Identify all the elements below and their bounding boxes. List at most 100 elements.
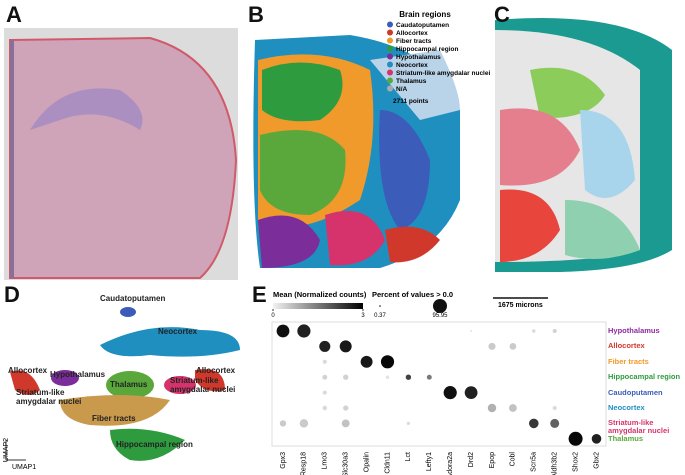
umap-label: Hippocampal region — [116, 440, 193, 449]
na-area — [370, 50, 460, 120]
dot — [470, 329, 473, 333]
gene-label: Cobl — [510, 452, 517, 467]
legend-label: Hippocampal region — [396, 46, 459, 53]
dot — [487, 403, 497, 413]
gene-label: Cldn11 — [384, 452, 391, 474]
dot — [322, 359, 327, 364]
dot — [529, 418, 539, 429]
panel-label: B — [248, 2, 264, 27]
legend-label: N/A — [396, 86, 408, 93]
legend-swatch — [387, 61, 393, 68]
legend-swatch — [387, 21, 393, 28]
umap-cluster — [195, 369, 225, 392]
umap-cluster — [10, 370, 40, 395]
dot — [508, 404, 517, 412]
dot — [339, 340, 352, 353]
umap-cluster — [51, 370, 79, 386]
dot — [591, 434, 602, 444]
tissue-section — [9, 36, 238, 279]
umap-cluster — [120, 307, 136, 317]
umap-axis-y: UMAP2 — [3, 438, 10, 462]
hypothalamus-area — [258, 215, 320, 268]
thalamus-area — [260, 130, 346, 215]
size-legend-dot — [379, 305, 381, 307]
dot — [568, 431, 583, 446]
gene-label: Aldh3b2 — [552, 452, 559, 475]
umap-axes — [5, 440, 26, 461]
allocortex-area — [385, 226, 440, 263]
dot — [299, 419, 309, 428]
umap-label: Striatum-like amygdalar nuclei — [16, 388, 82, 406]
umap-label: Thalamus — [110, 380, 148, 389]
size-legend-label: 95.95 — [432, 313, 448, 319]
atlas-hypothalamus — [500, 189, 560, 262]
gene-label: Lefty1 — [426, 452, 433, 471]
legend-swatch — [387, 85, 393, 92]
size-legend-dot — [433, 299, 447, 313]
umap-cluster — [60, 395, 170, 426]
legend-label: Thalamus — [396, 78, 427, 85]
dot — [341, 419, 350, 428]
row-label: Hypothalamus — [608, 326, 660, 335]
atlas-amygdala — [565, 200, 640, 259]
atlas-hippocampus — [530, 67, 605, 119]
umap-label: Allocortex — [8, 366, 48, 375]
scale-label: 1675 microns — [498, 302, 543, 309]
panel-label: A — [6, 2, 22, 27]
dot — [443, 386, 457, 400]
legend-title: Brain regions — [399, 10, 451, 19]
dot — [360, 355, 373, 368]
dot — [279, 420, 287, 427]
umap-label: Neocortex — [158, 327, 198, 336]
dot — [550, 418, 560, 428]
hippocampal-area — [262, 62, 343, 122]
legend-swatch — [387, 45, 393, 52]
colorbar-tick-label: 3 — [361, 313, 365, 319]
dot — [297, 324, 311, 338]
striatum-area — [325, 210, 385, 266]
dot — [488, 342, 496, 350]
gene-label: Scn5a — [531, 452, 538, 472]
legend-label: Caudatoputamen — [396, 22, 449, 29]
row-label: Striatum-like amygdalar nuclei — [608, 418, 670, 436]
gene-label: Gpx3 — [280, 452, 287, 469]
atlas-thalamus — [500, 108, 580, 186]
panel-label: D — [4, 282, 20, 307]
gene-label: Opalin — [363, 452, 370, 472]
dot — [552, 328, 557, 334]
panel-label: C — [494, 2, 510, 27]
dot — [319, 340, 331, 352]
umap-label: Fiber tracts — [92, 414, 136, 423]
row-label: Thalamus — [608, 433, 644, 443]
legend-label: Allocortex — [396, 30, 428, 37]
legend-label: Hypothalamus — [396, 54, 441, 61]
gene-label: Epop — [489, 452, 496, 468]
dot — [343, 405, 349, 411]
dot — [406, 421, 410, 425]
dot — [405, 374, 412, 380]
gene-label: Lct — [405, 452, 412, 461]
gene-label: Adora2a — [447, 452, 454, 475]
dot — [385, 375, 390, 379]
umap-label: Hypothalamus — [50, 370, 106, 379]
gene-label: Gbx2 — [593, 452, 600, 469]
legend-swatch — [387, 37, 393, 44]
umap-label: Allocortex — [196, 366, 236, 375]
row-label: Fiber tracts — [608, 356, 649, 366]
legend-label: Fiber tracts — [396, 38, 432, 45]
legend-swatch — [387, 77, 393, 84]
dot — [276, 324, 290, 338]
legend-label: Striatum-like amygdalar nuclei — [396, 70, 490, 77]
row-label: Allocortex — [608, 341, 645, 351]
dot — [322, 374, 328, 380]
umap-cluster — [110, 428, 185, 461]
umap-cluster — [164, 376, 196, 394]
row-label: Caudoputamen — [608, 387, 663, 397]
dot — [464, 386, 478, 399]
umap-label: Striatum-like amygdalar nuclei — [170, 376, 236, 394]
legend-swatch — [387, 53, 393, 60]
dotplot-frame — [271, 321, 607, 447]
dot — [509, 343, 517, 350]
atlas-striatum — [580, 110, 635, 198]
